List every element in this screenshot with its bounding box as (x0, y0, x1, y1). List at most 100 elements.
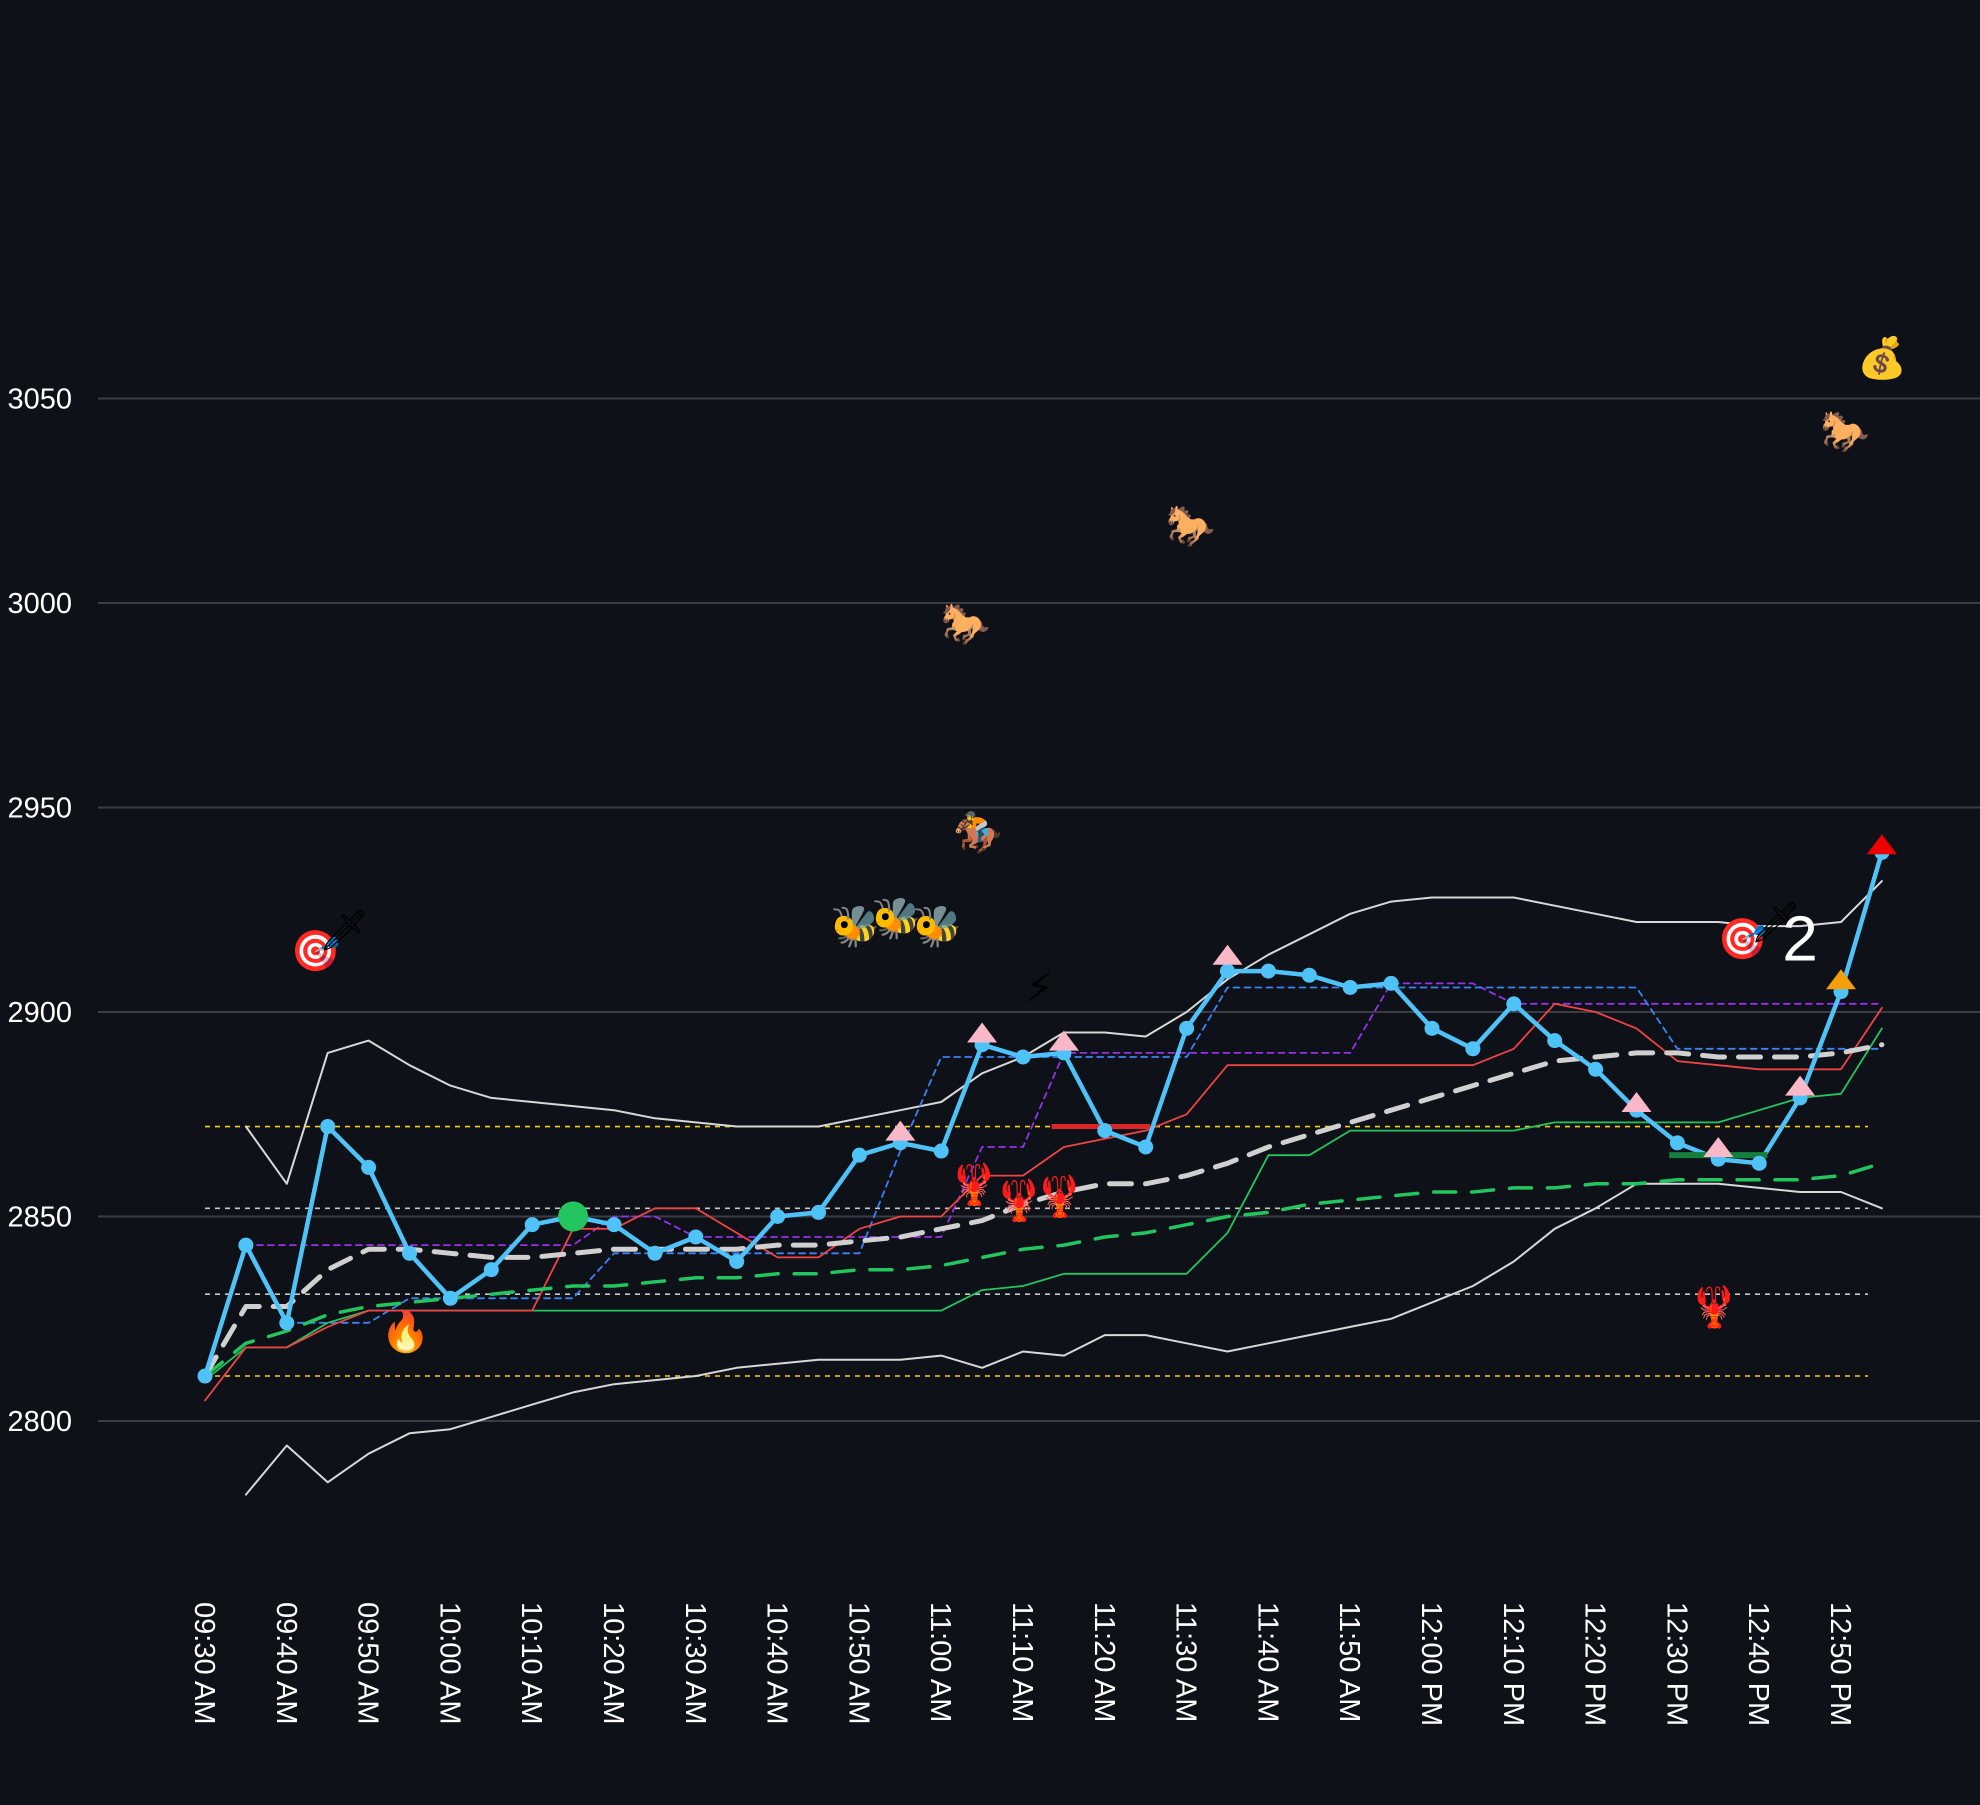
lobster-icon: 🦞 (949, 1161, 999, 1207)
jockey-icon: 🏇 (953, 811, 1003, 855)
x-tick-label: 12:00 PM (1415, 1602, 1447, 1726)
x-tick-label: 12:30 PM (1660, 1602, 1692, 1726)
price-point (197, 1368, 213, 1384)
price-point (1179, 1020, 1195, 1036)
price-point (238, 1237, 254, 1253)
price-point (1465, 1041, 1481, 1057)
bee-icon: 🐝 (871, 897, 921, 941)
triangle-marker-orange (1826, 969, 1856, 990)
price-point (1260, 963, 1276, 979)
x-tick-label: 12:50 PM (1824, 1602, 1856, 1726)
price-point (1015, 1049, 1031, 1065)
triangle-marker-pink (1048, 1030, 1079, 1051)
x-tick-label: 11:00 AM (924, 1602, 956, 1722)
horse-icon: 🐎 (1820, 410, 1870, 454)
triangle-marker-red (1866, 834, 1897, 855)
price-point (647, 1245, 663, 1261)
target-dart-icon: 🎯 (1718, 917, 1768, 961)
money-bag-icon: 💰 (1857, 335, 1907, 382)
price-point (729, 1253, 745, 1269)
x-tick-label: 10:30 AM (679, 1602, 711, 1725)
y-tick-label: 3000 (7, 588, 72, 620)
x-tick-label: 11:40 AM (1251, 1602, 1283, 1722)
x-tick-label: 11:50 AM (1333, 1602, 1365, 1722)
price-point (524, 1217, 540, 1233)
bee-icon: 🐝 (912, 905, 962, 949)
price-point (483, 1262, 499, 1278)
annotation-label: 2 (1782, 902, 1818, 974)
green-circle-marker (558, 1201, 589, 1232)
grid-lines (98, 397, 1980, 1422)
lobster-icon: 🦞 (1689, 1283, 1739, 1329)
price-point (1220, 963, 1235, 979)
price-point (933, 1143, 949, 1159)
price-point (1138, 1139, 1154, 1155)
signal-triangles (885, 834, 1897, 1157)
series-price (202, 850, 1885, 1379)
x-tick-label: 11:20 AM (1088, 1602, 1120, 1722)
x-tick-label: 09:50 AM (352, 1602, 384, 1725)
x-tick-label: 12:20 PM (1579, 1602, 1611, 1726)
price-point (606, 1217, 622, 1233)
x-tick-label: 12:10 PM (1497, 1602, 1529, 1726)
x-tick-label: 10:10 AM (515, 1602, 547, 1725)
price-point (1342, 979, 1358, 995)
price-point (1547, 1033, 1563, 1049)
bee-icon: 🐝 (830, 905, 880, 949)
series-red-line (204, 1002, 1883, 1402)
price-point (688, 1229, 704, 1245)
price-point (1751, 1155, 1767, 1171)
price-point (1097, 1123, 1113, 1139)
triangle-marker-pink (1703, 1136, 1734, 1157)
x-tick-label: 09:40 AM (270, 1602, 302, 1725)
price-point (1301, 967, 1317, 983)
x-axis-labels: 09:30 AM 09:40 AM 09:50 AM 10:00 AM 10:10 AM… (188, 1602, 1856, 1726)
y-tick-label: 2800 (7, 1406, 72, 1438)
x-tick-label: 10:50 AM (842, 1602, 874, 1725)
lightning-icon: ⚡ (1025, 966, 1053, 1010)
triangle-marker-pink (967, 1022, 998, 1043)
y-tick-label: 2850 (7, 1202, 72, 1234)
series-lower-band (244, 1182, 1883, 1496)
price-point (851, 1147, 867, 1163)
x-tick-label: 09:30 AM (188, 1602, 220, 1725)
price-point (320, 1119, 336, 1135)
emoji-markers: 🎯🗡🔥🐝🐝🐝🏇🐎🐎🐎⚡🦞🦞🦞🦞💰🎯🗡 (291, 335, 1907, 1354)
triangle-marker-pink (1212, 944, 1243, 965)
y-tick-label: 2950 (7, 793, 72, 825)
annotations: 2 (1782, 902, 1818, 974)
price-point (811, 1204, 826, 1220)
y-tick-label: 3050 (7, 384, 72, 416)
price-point (1669, 1135, 1685, 1151)
price-point (402, 1245, 417, 1261)
lobster-icon: 🦞 (994, 1177, 1044, 1223)
target-dart-icon: 🎯 (291, 930, 341, 974)
horse-icon: 🐎 (1166, 504, 1216, 548)
dart-icon: 🗡 (319, 909, 370, 953)
horizontal-levels (205, 1125, 1868, 1377)
lobster-icon: 🦞 (1035, 1173, 1085, 1219)
horse-icon: 🐎 (941, 602, 991, 646)
x-tick-label: 10:40 AM (761, 1602, 793, 1725)
x-tick-label: 11:10 AM (1006, 1602, 1038, 1722)
triangle-marker-pink (1621, 1091, 1652, 1112)
dart-icon: 🗡 (1750, 901, 1801, 945)
triangle-marker-pink (1785, 1075, 1816, 1096)
price-point (1588, 1061, 1604, 1077)
price-point (361, 1159, 377, 1175)
series-lines (202, 850, 1885, 1496)
y-axis-labels: 2800 2850 2900 2950 3000 3050 (7, 384, 72, 1439)
price-point (442, 1290, 458, 1306)
series-green-dashed (203, 1161, 1884, 1378)
price-point (1383, 975, 1399, 991)
y-tick-label: 2900 (7, 997, 72, 1029)
x-tick-label: 11:30 AM (1170, 1602, 1202, 1722)
series-trend (202, 1042, 1885, 1379)
price-point (770, 1209, 786, 1224)
price-point (1506, 996, 1522, 1012)
x-tick-label: 10:00 AM (433, 1602, 465, 1725)
x-tick-label: 12:40 PM (1742, 1602, 1774, 1726)
